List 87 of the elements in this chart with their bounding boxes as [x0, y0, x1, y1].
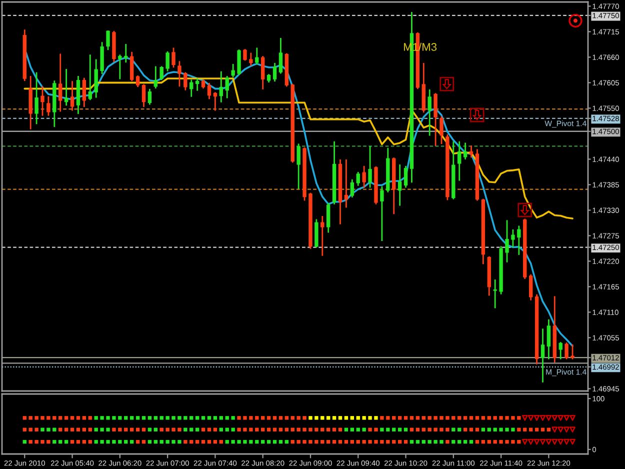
- candlestick: [380, 186, 384, 242]
- candlestick: [124, 44, 128, 63]
- candlestick: [278, 38, 283, 74]
- candlestick: [517, 226, 521, 255]
- point: [522, 414, 528, 421]
- point: [552, 426, 558, 433]
- point: [564, 438, 570, 445]
- candlestick: [344, 159, 348, 208]
- candlestick: [184, 72, 188, 90]
- candlestick: [434, 93, 438, 146]
- candlestick: [154, 66, 158, 88]
- candlestick: [356, 172, 360, 186]
- candlestick: [82, 78, 86, 108]
- candlestick: [142, 84, 146, 108]
- candlestick: [570, 344, 574, 360]
- point: [528, 438, 534, 445]
- candlestick: [213, 92, 218, 111]
- point: [546, 414, 552, 421]
- candlestick: [546, 319, 551, 360]
- candlestick: [58, 54, 62, 112]
- candlestick: [511, 229, 515, 248]
- candlestick: [249, 52, 253, 66]
- candlestick: [558, 342, 562, 360]
- point: [552, 414, 558, 421]
- candlestick: [528, 274, 533, 300]
- candlestick: [350, 179, 354, 198]
- point: [570, 414, 576, 421]
- point: [540, 438, 546, 445]
- candlestick: [70, 81, 74, 111]
- candlestick: [272, 62, 277, 82]
- point: [546, 438, 552, 445]
- candlestick: [505, 220, 509, 262]
- candlestick: [404, 166, 408, 188]
- candlestick: [64, 68, 68, 106]
- candlestick: [172, 48, 176, 68]
- candlestick: [493, 279, 497, 308]
- candlestick: [40, 86, 44, 116]
- candlestick: [100, 42, 104, 74]
- candlestick: [207, 82, 212, 100]
- candlestick: [314, 219, 318, 248]
- candlestick: [136, 75, 140, 88]
- candlestick: [88, 54, 92, 100]
- candlestick: [106, 30, 110, 50]
- candlestick: [243, 49, 247, 61]
- candlestick: [255, 48, 259, 64]
- candlestick: [458, 141, 462, 181]
- candlestick: [190, 80, 194, 97]
- candlestick: [237, 50, 241, 76]
- candlestick: [540, 328, 545, 382]
- point: [540, 414, 546, 421]
- candlestick: [46, 96, 50, 116]
- candlestick: [296, 144, 300, 190]
- point: [558, 426, 564, 433]
- candlestick: [326, 202, 330, 233]
- point: [558, 414, 564, 421]
- candlestick: [564, 342, 568, 360]
- point: [534, 438, 540, 445]
- candlestick: [219, 71, 224, 102]
- point: [564, 414, 570, 421]
- candlestick: [463, 142, 468, 160]
- candlestick: [440, 116, 444, 144]
- candlestick: [130, 52, 134, 82]
- candlestick: [260, 56, 265, 90]
- candlestick: [469, 146, 474, 158]
- point: [528, 414, 534, 421]
- candlestick: [428, 89, 432, 136]
- point: [558, 438, 564, 445]
- candlestick: [178, 61, 182, 87]
- point: [570, 438, 576, 445]
- candlestick: [34, 72, 38, 124]
- candlestick: [148, 88, 152, 105]
- candlestick: [368, 146, 372, 188]
- point: [570, 426, 576, 433]
- candlestick: [398, 164, 402, 206]
- point: [564, 426, 570, 433]
- candlestick: [166, 51, 170, 72]
- candlestick: [362, 166, 366, 188]
- candlestick: [195, 78, 200, 91]
- point: [522, 438, 528, 445]
- candlestick: [231, 64, 235, 78]
- candlestick: [225, 76, 229, 98]
- candlestick: [160, 66, 164, 80]
- candlestick: [320, 216, 324, 256]
- candlestick: [118, 54, 122, 80]
- point: [534, 414, 540, 421]
- point: [552, 438, 558, 445]
- candlestick: [94, 59, 98, 98]
